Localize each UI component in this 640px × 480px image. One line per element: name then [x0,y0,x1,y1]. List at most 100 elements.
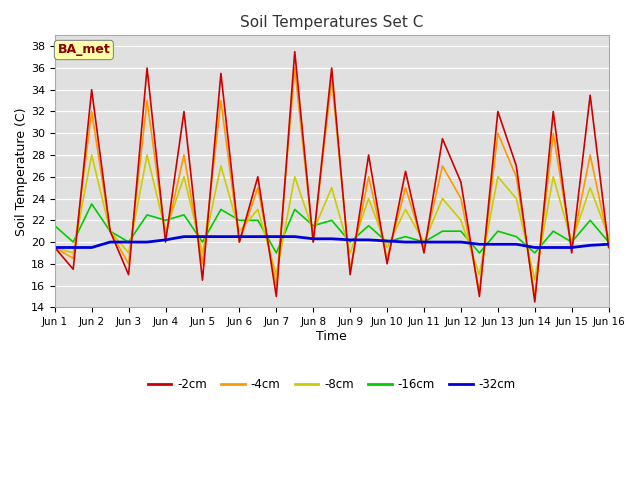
-8cm [420,239,428,245]
-8cm [51,245,59,251]
-4cm [180,152,188,158]
-32cm [457,239,465,245]
-32cm [328,236,335,241]
-4cm [494,131,502,136]
-16cm [309,223,317,228]
-2cm [457,180,465,185]
-4cm [438,163,446,169]
Legend: -2cm, -4cm, -8cm, -16cm, -32cm: -2cm, -4cm, -8cm, -16cm, -32cm [143,373,520,396]
-8cm [568,239,575,245]
-2cm [346,272,354,277]
-2cm [88,87,95,93]
Line: -32cm: -32cm [55,237,609,248]
-4cm [513,174,520,180]
-8cm [254,206,262,212]
-2cm [513,163,520,169]
-2cm [586,92,594,98]
-2cm [198,277,206,283]
-4cm [162,234,170,240]
-4cm [549,131,557,136]
-8cm [162,228,170,234]
-32cm [494,241,502,247]
-32cm [309,236,317,241]
-4cm [198,261,206,267]
-32cm [236,234,243,240]
-4cm [605,239,612,245]
-2cm [402,168,410,174]
X-axis label: Time: Time [316,330,347,343]
-4cm [254,185,262,191]
-8cm [309,228,317,234]
-4cm [143,98,151,104]
-32cm [402,239,410,245]
-4cm [346,266,354,272]
Y-axis label: Soil Temperature (C): Soil Temperature (C) [15,107,28,236]
-8cm [328,185,335,191]
-16cm [143,212,151,218]
-2cm [69,266,77,272]
-16cm [438,228,446,234]
-32cm [254,234,262,240]
-32cm [346,237,354,243]
Line: -8cm: -8cm [55,155,609,280]
-32cm [106,239,114,245]
-2cm [568,250,575,256]
-2cm [328,65,335,71]
-16cm [217,206,225,212]
-4cm [328,76,335,82]
-16cm [88,201,95,207]
-4cm [88,108,95,114]
-32cm [531,245,539,251]
-4cm [125,261,132,267]
-8cm [513,196,520,202]
-32cm [125,239,132,245]
-2cm [309,239,317,245]
Title: Soil Temperatures Set C: Soil Temperatures Set C [240,15,424,30]
-8cm [125,250,132,256]
-8cm [365,196,372,202]
-32cm [198,234,206,240]
-16cm [69,239,77,245]
-32cm [291,234,299,240]
-16cm [586,217,594,223]
-4cm [291,65,299,71]
-4cm [236,239,243,245]
-32cm [513,241,520,247]
-8cm [217,163,225,169]
-8cm [69,250,77,256]
-4cm [309,239,317,245]
-32cm [568,245,575,251]
-16cm [51,223,59,228]
-32cm [586,242,594,248]
-2cm [605,245,612,251]
-2cm [531,299,539,305]
-8cm [236,228,243,234]
-2cm [51,245,59,251]
-16cm [383,239,391,245]
-16cm [531,250,539,256]
-2cm [143,65,151,71]
-4cm [457,196,465,202]
-8cm [383,245,391,251]
-2cm [180,108,188,114]
-2cm [494,108,502,114]
-4cm [568,245,575,251]
-16cm [605,239,612,245]
-8cm [457,217,465,223]
-16cm [180,212,188,218]
-16cm [457,228,465,234]
-8cm [531,277,539,283]
-32cm [143,239,151,245]
-32cm [217,234,225,240]
-8cm [476,272,483,277]
-32cm [273,234,280,240]
-32cm [88,245,95,251]
-4cm [365,174,372,180]
-2cm [125,272,132,277]
-16cm [568,239,575,245]
-8cm [494,174,502,180]
-32cm [365,237,372,243]
-2cm [383,261,391,267]
-8cm [291,174,299,180]
-32cm [69,245,77,251]
